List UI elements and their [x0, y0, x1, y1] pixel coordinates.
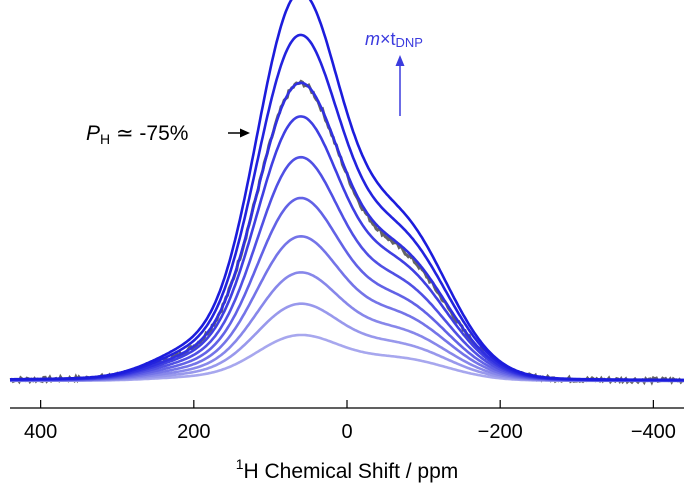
x-axis-label-text: H Chemical Shift / ppm — [244, 460, 459, 483]
mxtdnp-subscript: DNP — [396, 35, 423, 50]
spectra-group — [9, 0, 684, 386]
x-axis-ticks: 400 200 0 −200 −400 — [24, 400, 676, 443]
polarization-annotation: PH ≃ -75% — [86, 122, 188, 147]
spectrum-line-4 — [10, 234, 684, 382]
polarization-symbol: P — [86, 122, 100, 145]
spectrum-line-9 — [10, 33, 684, 382]
mxtdnp-prefix: m — [365, 29, 380, 49]
spectrum-line-7 — [10, 115, 684, 382]
x-tick-label: 400 — [24, 421, 57, 443]
x-axis-label-superscript: 1 — [236, 456, 244, 472]
polarization-subscript: H — [100, 131, 110, 147]
spectrum-line-10 — [10, 0, 684, 382]
x-axis-label: 1H Chemical Shift / ppm — [236, 456, 459, 483]
polarization-arrow-head — [240, 128, 250, 138]
polarization-value: ≃ -75% — [110, 122, 188, 145]
x-tick-label: 0 — [341, 421, 352, 443]
spectrum-line-2 — [10, 302, 684, 383]
mxtdnp-label: m×tDNP — [365, 29, 423, 50]
x-tick-label: −400 — [631, 421, 676, 443]
mxtdnp-middle: ×t — [380, 29, 396, 49]
mxtdnp-arrow-head — [395, 55, 405, 66]
x-tick-label: −200 — [478, 421, 523, 443]
x-tick-label: 200 — [177, 421, 210, 443]
